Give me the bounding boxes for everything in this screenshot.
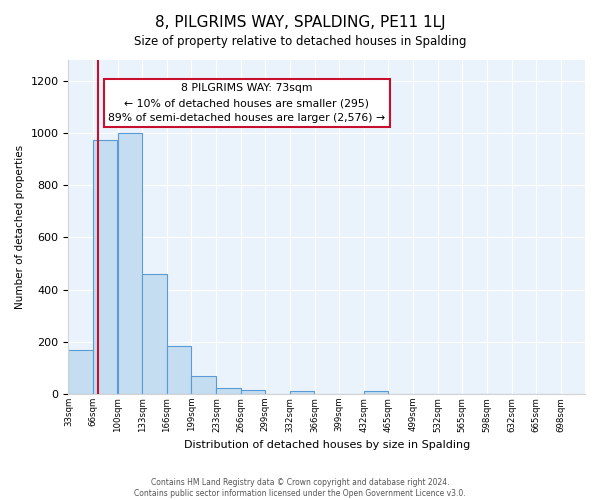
Bar bbox=[68, 350, 93, 394]
Bar bbox=[241, 390, 265, 394]
Text: 8, PILGRIMS WAY, SPALDING, PE11 1LJ: 8, PILGRIMS WAY, SPALDING, PE11 1LJ bbox=[155, 15, 445, 30]
Bar bbox=[364, 392, 388, 394]
Bar bbox=[290, 392, 314, 394]
Bar bbox=[167, 346, 191, 394]
Y-axis label: Number of detached properties: Number of detached properties bbox=[15, 145, 25, 309]
Bar bbox=[118, 133, 142, 394]
Text: Contains HM Land Registry data © Crown copyright and database right 2024.
Contai: Contains HM Land Registry data © Crown c… bbox=[134, 478, 466, 498]
Bar bbox=[93, 140, 117, 394]
Bar bbox=[217, 388, 241, 394]
X-axis label: Distribution of detached houses by size in Spalding: Distribution of detached houses by size … bbox=[184, 440, 470, 450]
Bar bbox=[191, 376, 215, 394]
Bar bbox=[142, 274, 167, 394]
Text: Size of property relative to detached houses in Spalding: Size of property relative to detached ho… bbox=[134, 35, 466, 48]
Text: 8 PILGRIMS WAY: 73sqm
← 10% of detached houses are smaller (295)
89% of semi-det: 8 PILGRIMS WAY: 73sqm ← 10% of detached … bbox=[108, 84, 385, 123]
